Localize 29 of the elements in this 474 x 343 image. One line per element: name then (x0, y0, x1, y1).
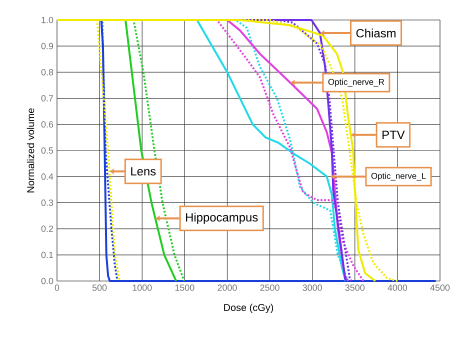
x-tick-label: 500 (92, 284, 107, 291)
annotation: PTV (382, 130, 405, 139)
y-tick-label: 0.9 (41, 42, 54, 50)
y-tick-label: 0.6 (41, 121, 54, 128)
x-axis-title: Dose (cGy) (224, 304, 274, 313)
annotation: Hippocampus (186, 212, 258, 224)
y-tick-label: 0.1 (41, 252, 54, 258)
x-tick-label: 4000 (388, 284, 408, 291)
x-tick-label: 2500 (260, 284, 280, 291)
x-tick-label: 4500 (430, 284, 450, 291)
annotation: Lens (131, 167, 156, 176)
y-tick-label: 0.2 (41, 226, 54, 232)
annotation: Optic_nerve_L (371, 172, 426, 181)
y-tick-label: 0.0 (41, 278, 54, 284)
x-tick-label: 3000 (302, 284, 322, 291)
y-tick-label: 0.8 (41, 69, 54, 76)
y-tick-label: 0.5 (41, 147, 54, 154)
y-tick-label: 0.4 (41, 173, 54, 180)
x-tick-label: 3500 (345, 284, 365, 291)
x-tick-label: 1500 (175, 284, 194, 291)
y-tick-label: 0.3 (41, 200, 54, 206)
y-axis-title: Normalized volume (26, 108, 34, 192)
annotation: Optic_nerve_R (328, 78, 384, 87)
y-tick-label: 0.7 (41, 95, 54, 102)
annotation: Chiasm (356, 28, 396, 38)
x-tick-label: 1000 (132, 284, 152, 291)
x-tick-label: 0 (54, 284, 60, 291)
x-tick-label: 2000 (218, 284, 237, 291)
y-tick-label: 1.0 (42, 16, 54, 24)
